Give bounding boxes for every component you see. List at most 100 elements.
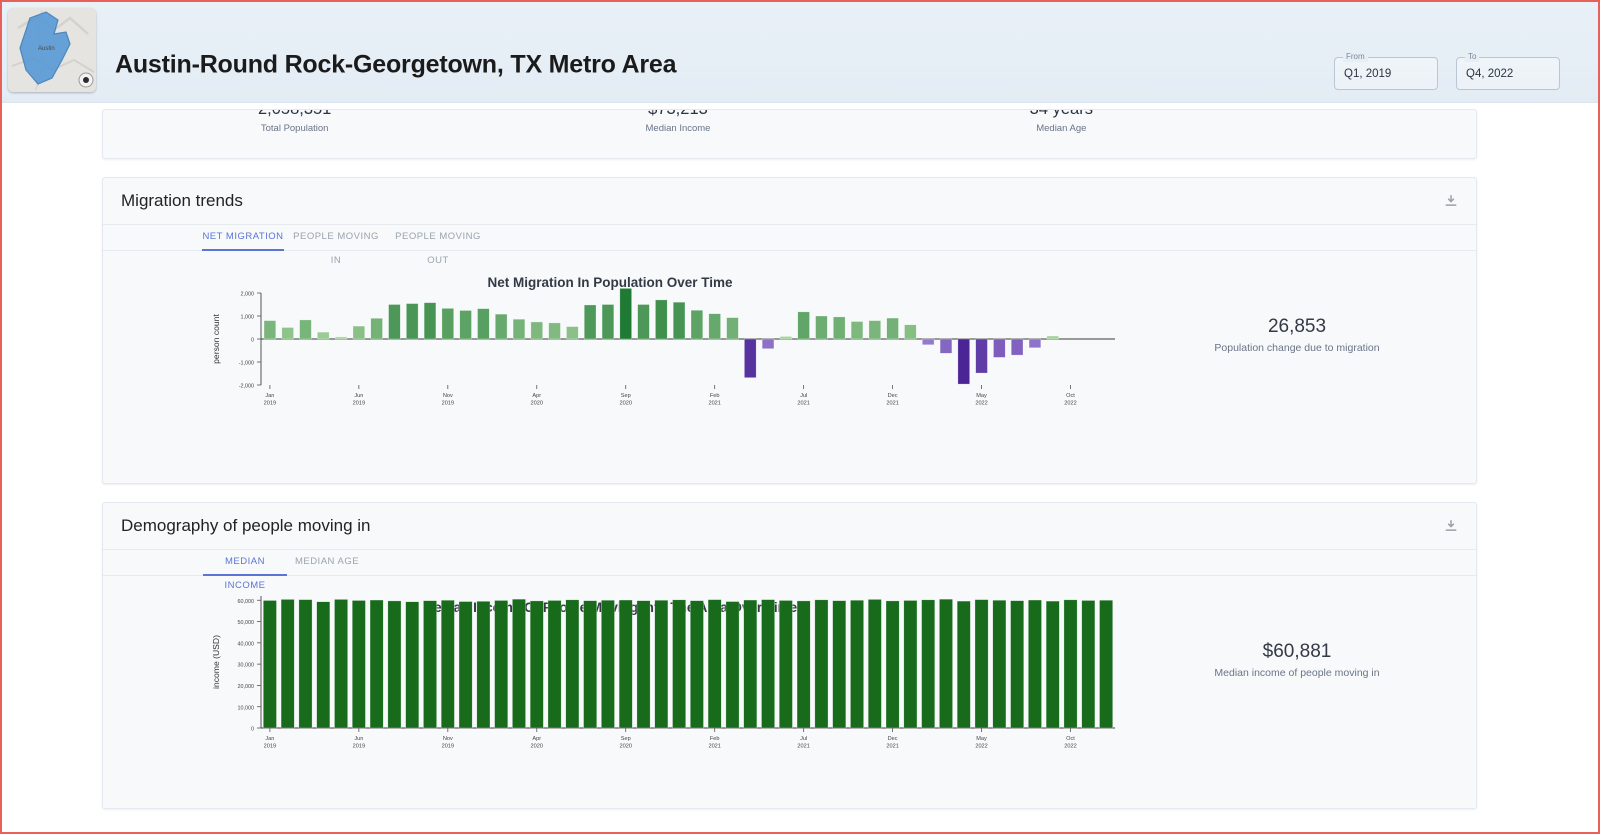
svg-text:Jun: Jun (354, 736, 363, 742)
svg-text:income (USD): income (USD) (211, 635, 221, 689)
stat-total-population: 2,058,351 Total Population (103, 109, 486, 158)
summary-stats-row: 2,058,351 Total Population $73,213 Media… (103, 109, 1253, 158)
svg-text:Sep: Sep (621, 736, 631, 742)
migration-card-title: Migration trends (121, 191, 243, 210)
demography-card: Demography of people moving in MEDIAN IN… (102, 502, 1477, 809)
svg-text:Jun: Jun (354, 393, 363, 399)
stat-median-age: 34 years Median Age (870, 109, 1253, 158)
svg-text:2020: 2020 (620, 744, 632, 750)
svg-text:2021: 2021 (708, 401, 720, 407)
svg-text:2019: 2019 (353, 401, 365, 407)
date-from-field[interactable]: From Q1, 2019 (1334, 52, 1438, 90)
svg-text:2019: 2019 (442, 744, 454, 750)
svg-text:2,000: 2,000 (241, 292, 255, 298)
stat-caption: Median Income (645, 123, 711, 134)
summary-stats-card: 2,058,351 Total Population $73,213 Media… (102, 109, 1477, 159)
svg-text:Oct: Oct (1066, 736, 1075, 742)
svg-text:person count: person count (211, 314, 221, 364)
download-migration-button[interactable] (1440, 190, 1462, 212)
svg-text:2020: 2020 (531, 401, 543, 407)
net-migration-bar-chart: 2,000 1,000 0 -1,000 -2,000 Jan 2019 Jun 2019 Nov… (211, 288, 1115, 407)
median-income-plot-area: Median Income Of People Moving Into The … (103, 576, 1476, 809)
svg-text:1,000: 1,000 (241, 315, 255, 321)
svg-text:2019: 2019 (264, 744, 276, 750)
svg-text:Oct: Oct (1066, 393, 1075, 399)
migration-tabs: NET MIGRATION PEOPLE MOVING IN PEOPLE MO… (103, 225, 1476, 266)
tab-median-age[interactable]: MEDIAN AGE (294, 556, 360, 567)
demography-summary-metric: $60,881 Median income of people moving i… (1147, 638, 1447, 681)
tab-people-moving-in[interactable]: PEOPLE MOVING IN (293, 231, 379, 266)
date-to-label: To (1465, 52, 1480, 62)
svg-text:10,000: 10,000 (238, 705, 255, 711)
svg-text:0: 0 (251, 727, 254, 733)
svg-text:2021: 2021 (886, 744, 898, 750)
demography-tabs: MEDIAN INCOME MEDIAN AGE (103, 550, 1476, 591)
download-demography-button[interactable] (1440, 515, 1462, 537)
date-to-value: Q4, 2022 (1466, 67, 1514, 80)
migration-trends-card: Migration trends NET MIGRATION PEOPLE MO… (102, 177, 1477, 484)
metric-value: 26,853 (1267, 316, 1327, 337)
stat-caption: Total Population (260, 123, 329, 134)
map-city-label: Austin (38, 46, 55, 52)
svg-text:0: 0 (251, 338, 254, 344)
stat-caption: Median Age (1036, 123, 1087, 134)
svg-text:2022: 2022 (975, 401, 987, 407)
svg-text:2021: 2021 (797, 401, 809, 407)
svg-text:Jan: Jan (265, 393, 274, 399)
svg-text:2022: 2022 (1064, 744, 1076, 750)
tab-people-moving-out[interactable]: PEOPLE MOVING OUT (395, 231, 481, 266)
net-migration-chart-title: Net Migration In Population Over Time (487, 275, 733, 290)
page-header: Austin Austin-Round Rock-Georgetown, TX … (2, 2, 1598, 103)
demography-card-header: Demography of people moving in (103, 503, 1476, 550)
date-to-field[interactable]: To Q4, 2022 (1456, 52, 1560, 90)
svg-text:Dec: Dec (888, 736, 898, 742)
svg-text:2022: 2022 (975, 744, 987, 750)
date-from-label: From (1343, 52, 1368, 62)
svg-text:20,000: 20,000 (238, 684, 255, 690)
demography-card-title: Demography of people moving in (121, 516, 371, 535)
svg-text:40,000: 40,000 (238, 641, 255, 647)
stat-value: 34 years (1029, 109, 1093, 118)
date-from-value: Q1, 2019 (1344, 67, 1392, 80)
net-migration-plot-area: Net Migration In Population Over Time 2,… (103, 251, 1476, 484)
metric-caption: Median income of people moving in (1214, 667, 1380, 679)
svg-text:2020: 2020 (531, 744, 543, 750)
download-icon (1445, 519, 1457, 531)
svg-text:Jan: Jan (265, 736, 274, 742)
svg-text:Feb: Feb (710, 736, 720, 742)
svg-text:-2,000: -2,000 (239, 384, 254, 390)
svg-text:2019: 2019 (353, 744, 365, 750)
svg-text:50,000: 50,000 (238, 620, 255, 626)
svg-text:Apr: Apr (532, 393, 541, 399)
median-income-bar-chart: 60,000 50,000 40,000 30,000 20,000 10,000 0 Jan… (211, 596, 1115, 750)
svg-text:Feb: Feb (710, 393, 720, 399)
svg-text:Dec: Dec (888, 393, 898, 399)
svg-text:60,000: 60,000 (238, 599, 255, 605)
svg-text:2021: 2021 (886, 401, 898, 407)
svg-text:2020: 2020 (620, 401, 632, 407)
svg-text:Nov: Nov (443, 736, 453, 742)
svg-text:2019: 2019 (442, 401, 454, 407)
metric-value: $60,881 (1262, 641, 1332, 662)
svg-text:-1,000: -1,000 (239, 361, 254, 367)
stat-median-income: $73,213 Median Income (486, 109, 869, 158)
stat-value: 2,058,351 (257, 109, 332, 118)
svg-text:Jul: Jul (800, 736, 807, 742)
page-title: Austin-Round Rock-Georgetown, TX Metro A… (115, 50, 677, 79)
svg-text:Sep: Sep (621, 393, 631, 399)
svg-text:30,000: 30,000 (238, 663, 255, 669)
dashboard-content: 2,058,351 Total Population $73,213 Media… (2, 103, 1598, 832)
tab-median-income[interactable]: MEDIAN INCOME (203, 550, 287, 591)
svg-text:2022: 2022 (1064, 401, 1076, 407)
migration-card-header: Migration trends (103, 178, 1476, 225)
metro-area-map-thumbnail[interactable]: Austin (8, 8, 96, 92)
migration-summary-metric: 26,853 Population change due to migratio… (1147, 313, 1447, 356)
map-icon: Austin (8, 8, 96, 92)
download-icon (1445, 194, 1457, 206)
svg-text:2019: 2019 (264, 401, 276, 407)
svg-text:May: May (976, 736, 987, 742)
tab-net-migration[interactable]: NET MIGRATION (202, 225, 284, 251)
svg-text:Jul: Jul (800, 393, 807, 399)
stat-value: $73,213 (648, 109, 708, 118)
